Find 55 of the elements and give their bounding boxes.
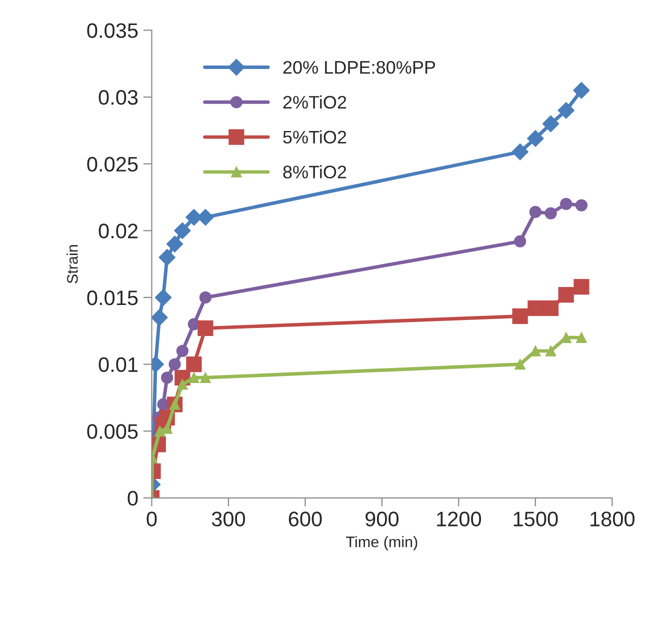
- point: [176, 344, 188, 358]
- point: [576, 332, 587, 343]
- x-tick-label: 900: [366, 512, 399, 526]
- x-tick-label: 600: [288, 512, 322, 526]
- point: [177, 378, 188, 390]
- legend-label: 2%TiO2: [283, 95, 346, 109]
- x-tick-label: 1800: [590, 512, 635, 526]
- y-axis-title: Strain: [66, 245, 78, 284]
- point: [154, 289, 172, 306]
- point: [542, 115, 560, 132]
- point: [558, 287, 574, 303]
- legend-label: 20% LDPE:80%PP: [283, 60, 436, 74]
- point: [198, 320, 214, 336]
- point: [188, 372, 200, 384]
- point: [161, 372, 174, 384]
- y-tick-label: 0.025: [87, 156, 138, 172]
- x-tick-label: 1500: [514, 512, 558, 526]
- legend-label: 5%TiO2: [283, 130, 346, 144]
- y-tick-label: 0.01: [98, 357, 138, 372]
- legend-label: 8%TiO2: [283, 165, 346, 178]
- point: [152, 309, 168, 326]
- y-tick-label: 0.005: [87, 424, 138, 439]
- point: [512, 308, 528, 324]
- point: [545, 346, 556, 356]
- y-tick-label: 0.02: [98, 224, 138, 238]
- y-tick-label: 0: [128, 490, 138, 506]
- point: [174, 222, 191, 240]
- point: [574, 278, 590, 295]
- point: [558, 102, 574, 119]
- point: [575, 199, 588, 212]
- point: [544, 207, 557, 220]
- point: [530, 346, 541, 356]
- point: [527, 130, 544, 147]
- x-tick-label: 0: [146, 512, 157, 526]
- point: [514, 235, 526, 248]
- point: [186, 356, 202, 372]
- point: [158, 249, 176, 266]
- point: [514, 358, 526, 370]
- point: [528, 300, 544, 316]
- y-tick-label: 0.015: [87, 290, 138, 306]
- point: [542, 300, 559, 316]
- point: [560, 198, 572, 210]
- point: [512, 143, 528, 160]
- point: [166, 236, 184, 252]
- y-tick-label: 0.035: [87, 23, 138, 38]
- point: [154, 426, 166, 436]
- x-tick-label: 1200: [437, 512, 482, 526]
- point: [573, 82, 590, 99]
- y-tick-label: 0.03: [98, 90, 138, 105]
- x-tick-label: 300: [212, 512, 246, 526]
- x-axis-title: Time (min): [346, 536, 418, 550]
- point: [168, 358, 181, 370]
- point: [529, 206, 542, 218]
- point: [199, 291, 212, 304]
- point: [200, 372, 211, 384]
